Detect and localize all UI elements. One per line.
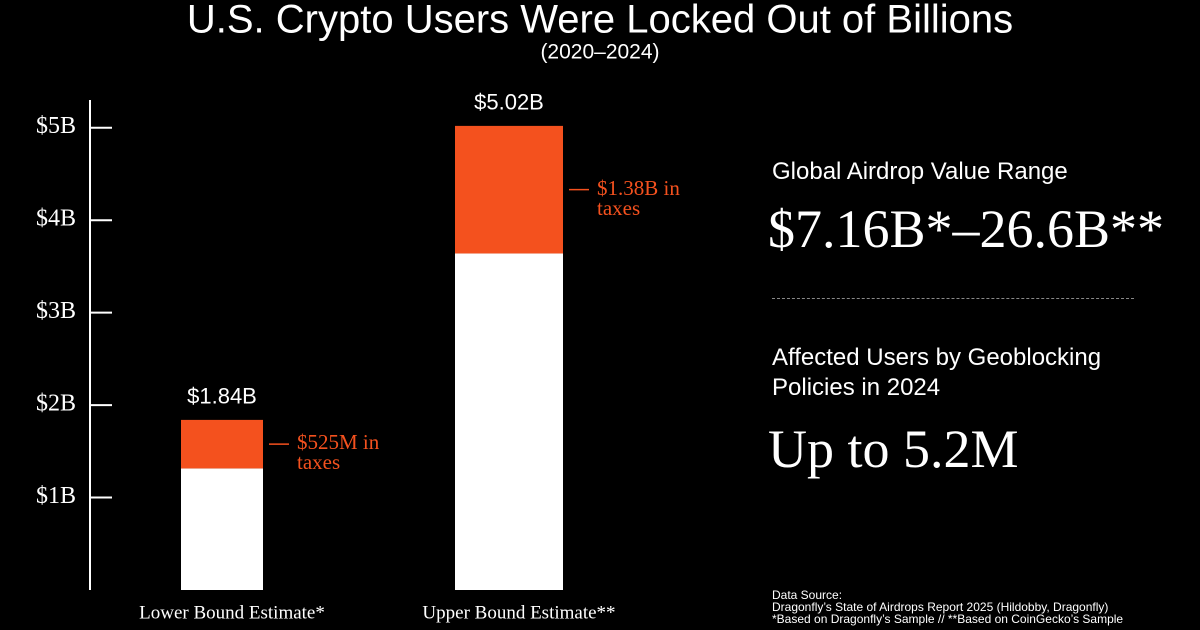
bar-segment <box>455 125 563 254</box>
source-line: Dragonfly’s State of Airdrops Report 202… <box>772 600 1109 614</box>
chart-title: U.S. Crypto Users Were Locked Out of Bil… <box>187 0 1013 42</box>
y-tick-label: $4B <box>36 206 76 232</box>
chart-subtitle: (2020–2024) <box>540 41 659 64</box>
y-tick-label: $1B <box>36 483 76 509</box>
x-tick-label: Upper Bound Estimate** <box>422 602 615 623</box>
panel-title: Affected Users by Geoblocking Policies i… <box>772 344 1102 401</box>
bar-segment <box>455 253 563 591</box>
bar-segment <box>181 419 263 469</box>
value-label: $1.38B in taxes <box>597 175 680 220</box>
source-line: Data Source: <box>772 588 843 602</box>
value-label: $525M in taxes <box>297 430 380 475</box>
total-label: $5.02B <box>474 90 544 115</box>
y-tick-label: $5B <box>36 113 76 139</box>
panel-value: Up to 5.2M <box>768 419 1019 479</box>
x-tick-label: Lower Bound Estimate* <box>139 602 325 623</box>
source-line: *Based on Dragonfly’s Sample // **Based … <box>772 612 1124 626</box>
bar-segment <box>181 468 263 590</box>
panel-value: $7.16B*–26.6B** <box>768 199 1165 259</box>
divider <box>772 298 1134 299</box>
total-label: $1.84B <box>187 384 257 409</box>
y-tick-label: $2B <box>36 391 76 417</box>
y-tick-label: $3B <box>36 298 76 324</box>
source: Data Source: Dragonfly’s State of Airdro… <box>772 589 1123 625</box>
panel-title: Global Airdrop Value Range <box>772 158 1068 185</box>
